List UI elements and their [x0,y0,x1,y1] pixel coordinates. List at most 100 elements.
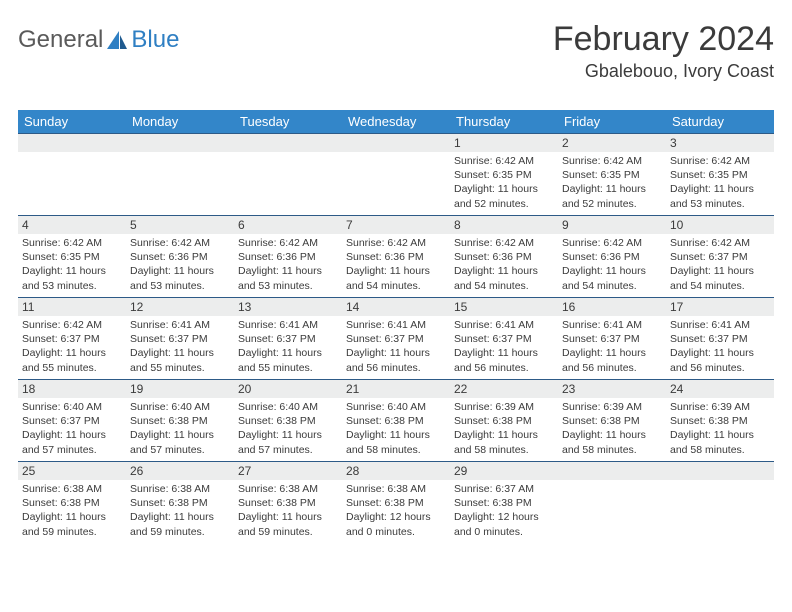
day-details: Sunrise: 6:42 AMSunset: 6:35 PMDaylight:… [18,234,126,297]
day-details: Sunrise: 6:42 AMSunset: 6:35 PMDaylight:… [558,152,666,215]
calendar-day-cell: 12Sunrise: 6:41 AMSunset: 6:37 PMDayligh… [126,298,234,380]
calendar-day-cell: 17Sunrise: 6:41 AMSunset: 6:37 PMDayligh… [666,298,774,380]
calendar-day-cell: 8Sunrise: 6:42 AMSunset: 6:36 PMDaylight… [450,216,558,298]
day-number: 9 [558,216,666,234]
day-details: Sunrise: 6:38 AMSunset: 6:38 PMDaylight:… [234,480,342,543]
day-header: Sunday [18,110,126,134]
day-details: Sunrise: 6:40 AMSunset: 6:38 PMDaylight:… [234,398,342,461]
calendar-day-cell: 20Sunrise: 6:40 AMSunset: 6:38 PMDayligh… [234,380,342,462]
day-details: Sunrise: 6:42 AMSunset: 6:35 PMDaylight:… [450,152,558,215]
calendar-day-cell: 2Sunrise: 6:42 AMSunset: 6:35 PMDaylight… [558,134,666,216]
calendar-day-cell: 11Sunrise: 6:42 AMSunset: 6:37 PMDayligh… [18,298,126,380]
day-details: Sunrise: 6:41 AMSunset: 6:37 PMDaylight:… [558,316,666,379]
day-number: 10 [666,216,774,234]
day-details: Sunrise: 6:42 AMSunset: 6:37 PMDaylight:… [18,316,126,379]
day-number-bar [558,462,666,480]
day-number: 20 [234,380,342,398]
calendar-day-cell: 15Sunrise: 6:41 AMSunset: 6:37 PMDayligh… [450,298,558,380]
day-details: Sunrise: 6:41 AMSunset: 6:37 PMDaylight:… [450,316,558,379]
day-number-bar [234,134,342,152]
calendar-empty-cell [18,134,126,216]
calendar-empty-cell [666,462,774,544]
calendar-day-cell: 22Sunrise: 6:39 AMSunset: 6:38 PMDayligh… [450,380,558,462]
day-number: 11 [18,298,126,316]
day-details: Sunrise: 6:38 AMSunset: 6:38 PMDaylight:… [126,480,234,543]
day-number: 26 [126,462,234,480]
calendar-empty-cell [558,462,666,544]
day-number: 21 [342,380,450,398]
calendar-header-row: SundayMondayTuesdayWednesdayThursdayFrid… [18,110,774,134]
calendar-empty-cell [126,134,234,216]
day-details: Sunrise: 6:42 AMSunset: 6:36 PMDaylight:… [558,234,666,297]
day-number: 23 [558,380,666,398]
day-number: 25 [18,462,126,480]
calendar-week-row: 25Sunrise: 6:38 AMSunset: 6:38 PMDayligh… [18,462,774,544]
calendar-day-cell: 1Sunrise: 6:42 AMSunset: 6:35 PMDaylight… [450,134,558,216]
day-number: 4 [18,216,126,234]
calendar-empty-cell [342,134,450,216]
day-header: Thursday [450,110,558,134]
calendar-day-cell: 23Sunrise: 6:39 AMSunset: 6:38 PMDayligh… [558,380,666,462]
day-details: Sunrise: 6:42 AMSunset: 6:37 PMDaylight:… [666,234,774,297]
day-number-bar [126,134,234,152]
calendar-week-row: 4Sunrise: 6:42 AMSunset: 6:35 PMDaylight… [18,216,774,298]
calendar-day-cell: 21Sunrise: 6:40 AMSunset: 6:38 PMDayligh… [342,380,450,462]
calendar-day-cell: 24Sunrise: 6:39 AMSunset: 6:38 PMDayligh… [666,380,774,462]
calendar-week-row: 1Sunrise: 6:42 AMSunset: 6:35 PMDaylight… [18,134,774,216]
day-header: Saturday [666,110,774,134]
day-details: Sunrise: 6:41 AMSunset: 6:37 PMDaylight:… [234,316,342,379]
day-number: 1 [450,134,558,152]
day-number: 7 [342,216,450,234]
day-details: Sunrise: 6:39 AMSunset: 6:38 PMDaylight:… [558,398,666,461]
calendar-day-cell: 3Sunrise: 6:42 AMSunset: 6:35 PMDaylight… [666,134,774,216]
day-details: Sunrise: 6:41 AMSunset: 6:37 PMDaylight:… [666,316,774,379]
logo-text-general: General [18,26,103,54]
day-number: 16 [558,298,666,316]
logo-text-blue: Blue [131,26,179,54]
day-number: 24 [666,380,774,398]
calendar-day-cell: 18Sunrise: 6:40 AMSunset: 6:37 PMDayligh… [18,380,126,462]
day-details: Sunrise: 6:40 AMSunset: 6:38 PMDaylight:… [126,398,234,461]
day-number: 3 [666,134,774,152]
title-block: February 2024 Gbalebouo, Ivory Coast [553,20,774,82]
day-number: 13 [234,298,342,316]
day-number: 19 [126,380,234,398]
day-details: Sunrise: 6:41 AMSunset: 6:37 PMDaylight:… [126,316,234,379]
calendar-day-cell: 19Sunrise: 6:40 AMSunset: 6:38 PMDayligh… [126,380,234,462]
day-number: 22 [450,380,558,398]
calendar-empty-cell [234,134,342,216]
day-details: Sunrise: 6:39 AMSunset: 6:38 PMDaylight:… [450,398,558,461]
day-details: Sunrise: 6:38 AMSunset: 6:38 PMDaylight:… [18,480,126,543]
day-header: Monday [126,110,234,134]
calendar-day-cell: 29Sunrise: 6:37 AMSunset: 6:38 PMDayligh… [450,462,558,544]
calendar-day-cell: 5Sunrise: 6:42 AMSunset: 6:36 PMDaylight… [126,216,234,298]
day-details: Sunrise: 6:40 AMSunset: 6:37 PMDaylight:… [18,398,126,461]
calendar-week-row: 11Sunrise: 6:42 AMSunset: 6:37 PMDayligh… [18,298,774,380]
day-details: Sunrise: 6:39 AMSunset: 6:38 PMDaylight:… [666,398,774,461]
calendar-day-cell: 14Sunrise: 6:41 AMSunset: 6:37 PMDayligh… [342,298,450,380]
logo: General Blue [18,26,179,54]
calendar-day-cell: 27Sunrise: 6:38 AMSunset: 6:38 PMDayligh… [234,462,342,544]
calendar-day-cell: 16Sunrise: 6:41 AMSunset: 6:37 PMDayligh… [558,298,666,380]
calendar-day-cell: 10Sunrise: 6:42 AMSunset: 6:37 PMDayligh… [666,216,774,298]
header: General Blue February 2024 Gbalebouo, Iv… [18,20,774,82]
calendar-day-cell: 7Sunrise: 6:42 AMSunset: 6:36 PMDaylight… [342,216,450,298]
calendar-day-cell: 28Sunrise: 6:38 AMSunset: 6:38 PMDayligh… [342,462,450,544]
day-number: 15 [450,298,558,316]
day-number: 2 [558,134,666,152]
day-number: 14 [342,298,450,316]
day-number: 18 [18,380,126,398]
day-header: Friday [558,110,666,134]
day-header: Wednesday [342,110,450,134]
day-details: Sunrise: 6:42 AMSunset: 6:36 PMDaylight:… [234,234,342,297]
day-number-bar [666,462,774,480]
logo-sail-icon [105,29,129,51]
day-header: Tuesday [234,110,342,134]
month-title: February 2024 [553,20,774,59]
day-number-bar [18,134,126,152]
calendar-week-row: 18Sunrise: 6:40 AMSunset: 6:37 PMDayligh… [18,380,774,462]
day-details: Sunrise: 6:42 AMSunset: 6:36 PMDaylight:… [342,234,450,297]
calendar-day-cell: 26Sunrise: 6:38 AMSunset: 6:38 PMDayligh… [126,462,234,544]
day-number: 17 [666,298,774,316]
day-details: Sunrise: 6:41 AMSunset: 6:37 PMDaylight:… [342,316,450,379]
